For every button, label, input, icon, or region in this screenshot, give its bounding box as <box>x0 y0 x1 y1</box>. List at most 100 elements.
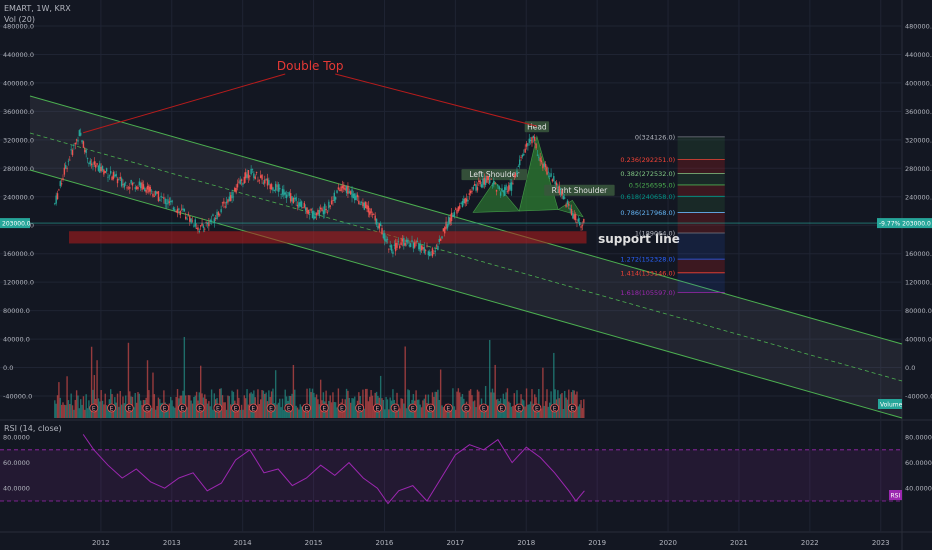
candle-body <box>412 242 415 249</box>
candle-body <box>396 242 398 248</box>
earnings-marker[interactable] <box>461 403 471 413</box>
volume-bar <box>370 389 372 418</box>
candle-body <box>519 159 521 166</box>
candle-body <box>168 201 171 203</box>
head-label: Head <box>527 122 547 131</box>
volume-bar <box>351 398 353 418</box>
candle-body <box>438 238 440 243</box>
candle-body <box>445 221 447 229</box>
double-top-line-right[interactable] <box>335 73 538 127</box>
channel-lower-line[interactable] <box>29 169 903 419</box>
earnings-marker[interactable] <box>142 403 152 413</box>
earnings-marker[interactable] <box>443 403 453 413</box>
volume-bar <box>491 388 494 418</box>
earnings-marker[interactable] <box>266 403 276 413</box>
candle-body <box>97 165 100 171</box>
volume-bar <box>265 392 267 418</box>
earnings-marker[interactable] <box>514 403 524 413</box>
candle-body <box>469 190 472 194</box>
candle-body <box>164 198 166 204</box>
earnings-marker[interactable] <box>532 403 542 413</box>
earnings-marker[interactable] <box>479 403 489 413</box>
volume-bar <box>126 409 128 418</box>
candle-body <box>186 218 188 220</box>
candle-body <box>341 185 344 189</box>
candle-body <box>512 183 514 185</box>
volume-bar <box>392 389 394 418</box>
channel-upper-line[interactable] <box>29 95 903 345</box>
earnings-marker[interactable] <box>124 403 134 413</box>
earnings-marker[interactable] <box>178 403 187 413</box>
candle-body <box>385 239 387 243</box>
earnings-marker[interactable] <box>284 403 294 413</box>
volume-bar <box>434 391 436 418</box>
volume-bar <box>558 398 560 418</box>
earnings-marker[interactable] <box>213 403 223 413</box>
earnings-marker[interactable] <box>89 403 99 413</box>
volume-bar <box>388 409 390 418</box>
earnings-marker[interactable] <box>160 403 170 413</box>
candle-body <box>205 221 207 223</box>
candle-body <box>318 210 321 217</box>
earnings-marker[interactable] <box>390 403 400 413</box>
volume-bar <box>525 388 528 418</box>
candle-body <box>110 171 112 174</box>
volume-bar <box>93 375 96 418</box>
candle-body <box>145 189 147 193</box>
candle-body <box>354 193 356 201</box>
candle-body <box>430 254 432 256</box>
earnings-marker[interactable] <box>372 403 382 413</box>
earnings-marker-letter: E <box>358 406 362 413</box>
fib-band <box>677 184 725 197</box>
x-tick-label: 2012 <box>92 539 110 547</box>
earnings-marker[interactable] <box>195 403 205 413</box>
candle-body <box>384 233 386 241</box>
volume-bar <box>195 391 198 418</box>
earnings-marker[interactable] <box>248 403 258 413</box>
candle-body <box>457 206 460 212</box>
earnings-marker-letter: E <box>464 406 468 413</box>
volume-bar <box>543 405 545 418</box>
earnings-marker[interactable] <box>302 403 311 413</box>
earnings-marker[interactable] <box>355 403 365 413</box>
volume-bar <box>90 346 93 418</box>
earnings-marker[interactable] <box>337 403 347 413</box>
candle-body <box>557 186 559 188</box>
candle-body <box>232 196 235 198</box>
volume-bar <box>476 389 479 418</box>
volume-bar <box>354 396 356 418</box>
double-top-line-left[interactable] <box>83 73 286 134</box>
candle-body <box>513 174 515 177</box>
candle-body <box>225 201 228 204</box>
earnings-marker[interactable] <box>231 403 240 413</box>
volume-bar <box>373 406 375 418</box>
support-zone[interactable] <box>68 231 587 244</box>
earnings-marker[interactable] <box>426 403 435 413</box>
earnings-marker[interactable] <box>319 403 329 413</box>
volume-bar <box>304 407 307 418</box>
volume-bar <box>564 391 566 418</box>
candle-body <box>484 178 487 185</box>
volume-bar <box>116 393 119 418</box>
earnings-marker[interactable] <box>408 403 418 413</box>
earnings-marker[interactable] <box>107 403 116 413</box>
rsi-line[interactable] <box>82 434 585 505</box>
volume-bar <box>315 394 318 418</box>
candle-body <box>374 215 376 221</box>
candle-body <box>262 182 265 184</box>
price-badge-right-bg <box>877 218 932 229</box>
earnings-marker[interactable] <box>567 403 577 413</box>
candle-body <box>490 178 492 180</box>
earnings-marker[interactable] <box>497 403 506 413</box>
candle-body <box>119 177 121 179</box>
candle-body <box>238 181 240 183</box>
volume-bar <box>401 398 404 418</box>
candle-body <box>112 172 115 179</box>
volume-bar <box>168 403 171 418</box>
left-shoulder-shape[interactable] <box>472 180 520 213</box>
candle-body <box>141 182 143 190</box>
candle-body <box>125 182 127 184</box>
earnings-marker[interactable] <box>550 403 560 413</box>
fib-band <box>677 233 725 260</box>
